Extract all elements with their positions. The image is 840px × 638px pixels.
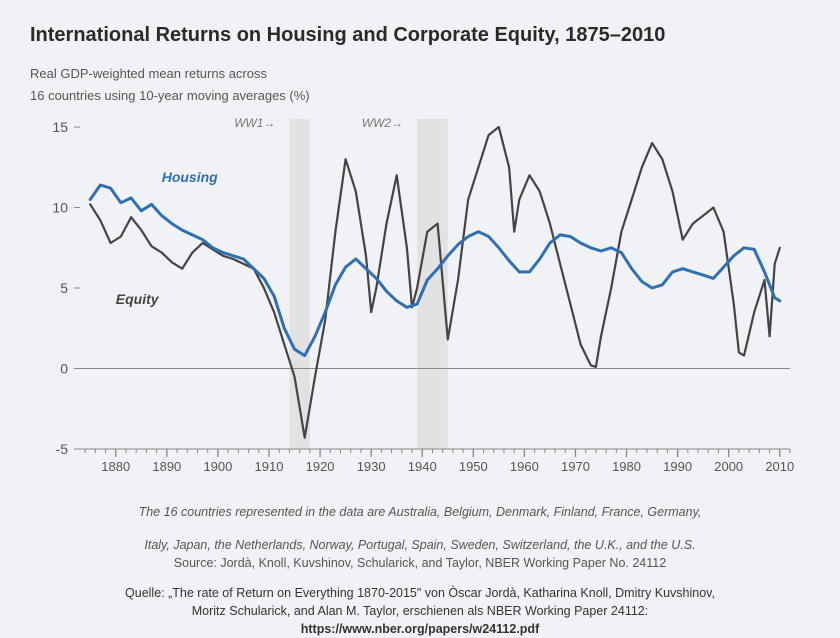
svg-text:2010: 2010 <box>765 459 794 474</box>
svg-text:1940: 1940 <box>408 459 437 474</box>
svg-text:1880: 1880 <box>101 459 130 474</box>
svg-text:0: 0 <box>60 361 68 377</box>
source-line: Source: Jordà, Knoll, Kuvshinov, Schular… <box>30 556 810 570</box>
chart-area: -5 0 5 10 15 1880 1890 1900 1910 1920 1930 1940 1950… <box>30 109 810 489</box>
line-chart-svg: -5 0 5 10 15 1880 1890 1900 1910 1920 1930 1940 1950… <box>30 109 810 489</box>
svg-text:Equity: Equity <box>116 291 160 307</box>
svg-text:1950: 1950 <box>459 459 488 474</box>
svg-text:15: 15 <box>52 119 68 135</box>
svg-text:-5: -5 <box>56 441 69 457</box>
svg-text:WW1→: WW1→ <box>234 116 275 130</box>
svg-text:1960: 1960 <box>510 459 539 474</box>
svg-text:Housing: Housing <box>162 169 218 185</box>
svg-text:1980: 1980 <box>612 459 641 474</box>
svg-text:1920: 1920 <box>306 459 335 474</box>
citation-line-2: Moritz Schularick, and Alan M. Taylor, e… <box>192 604 648 618</box>
svg-text:1970: 1970 <box>561 459 590 474</box>
svg-text:1900: 1900 <box>203 459 232 474</box>
citation-line-1: Quelle: „The rate of Return on Everythin… <box>125 586 715 600</box>
svg-text:1990: 1990 <box>663 459 692 474</box>
svg-text:WW2→: WW2→ <box>362 116 403 130</box>
svg-text:1930: 1930 <box>357 459 386 474</box>
svg-text:5: 5 <box>60 280 68 296</box>
chart-subtitle-1: Real GDP-weighted mean returns across <box>30 65 810 83</box>
chart-title: International Returns on Housing and Cor… <box>30 24 810 47</box>
svg-text:10: 10 <box>52 200 68 216</box>
chart-subtitle-2: 16 countries using 10-year moving averag… <box>30 87 810 105</box>
footnote-line-1: The 16 countries represented in the data… <box>30 503 810 521</box>
svg-text:2000: 2000 <box>714 459 743 474</box>
citation: Quelle: „The rate of Return on Everythin… <box>30 584 810 638</box>
svg-text:1890: 1890 <box>152 459 181 474</box>
svg-text:1910: 1910 <box>255 459 284 474</box>
footnote-line-2: Italy, Japan, the Netherlands, Norway, P… <box>30 536 810 554</box>
